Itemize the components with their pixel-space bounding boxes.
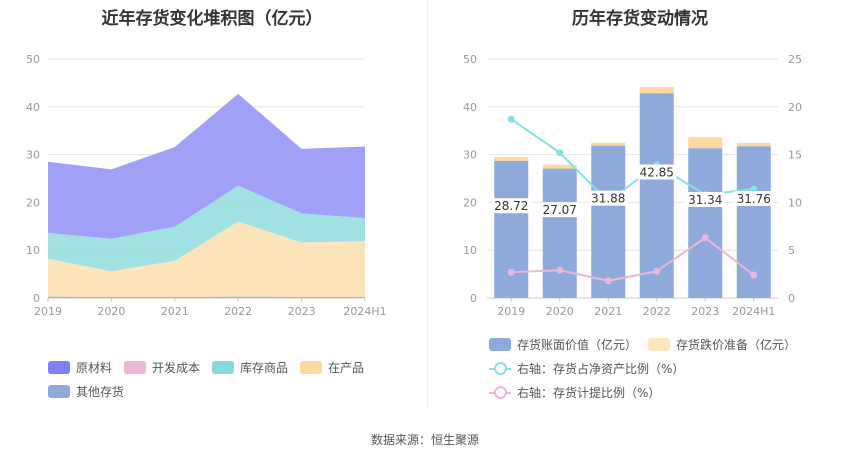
left-y-tick-label: 20 <box>26 196 40 209</box>
point-provision-ratio <box>507 268 515 276</box>
data-label-bg <box>734 190 774 206</box>
chart-divider <box>427 0 428 410</box>
point-provision-ratio <box>750 271 758 279</box>
bar-data-label: 31.76 <box>737 192 771 206</box>
data-label-bg <box>588 190 628 206</box>
data-label-bg <box>637 164 677 180</box>
bar-book-value <box>688 148 723 298</box>
legend-item-dev-cost[interactable]: 开发成本 <box>124 359 200 376</box>
legend-item-raw-materials[interactable]: 原材料 <box>48 359 112 376</box>
left-x-tick-label: 2021 <box>161 305 189 318</box>
area-series <box>48 296 365 298</box>
right-x-tick-label: 2020 <box>546 305 574 318</box>
point-inventory-ratio <box>507 115 515 123</box>
legend-swatch <box>48 385 70 398</box>
legend-item-book-value[interactable]: 存货账面价值（亿元） <box>489 336 637 353</box>
legend-swatch <box>212 361 234 374</box>
bar-book-value <box>542 168 577 298</box>
right-x-tick-label: 2021 <box>594 305 622 318</box>
left-y-tick-label: 0 <box>33 292 40 305</box>
legend-item-other[interactable]: 其他存货 <box>48 383 124 400</box>
data-label-bg <box>685 191 725 207</box>
bar-impairment <box>494 156 529 161</box>
legend-swatch <box>648 338 670 351</box>
right-x-tick-label: 2019 <box>497 305 525 318</box>
left-chart-title: 近年存货变化堆积图（亿元） <box>101 9 323 29</box>
area-series <box>48 221 365 298</box>
area-series <box>48 93 365 239</box>
point-provision-ratio <box>653 267 661 275</box>
bar-book-value <box>494 160 529 298</box>
legend-swatch <box>300 361 322 374</box>
area-series <box>48 185 365 272</box>
legend-item-wip[interactable]: 在产品 <box>300 359 364 376</box>
bar-impairment <box>688 137 723 149</box>
bar-data-label: 28.72 <box>494 199 528 213</box>
left-y-tick-label: 50 <box>26 53 40 66</box>
right-y2-tick-label: 0 <box>788 292 795 305</box>
left-x-tick-label: 2020 <box>97 305 125 318</box>
bar-impairment <box>591 142 626 146</box>
left-y-tick-label: 30 <box>26 149 40 162</box>
bar-book-value <box>639 93 674 298</box>
right-y2-tick-label: 10 <box>788 196 802 209</box>
legend-swatch <box>489 338 511 351</box>
legend-swatch <box>48 361 70 374</box>
right-y-tick-label: 20 <box>463 196 477 209</box>
right-y2-tick-label: 5 <box>788 244 795 257</box>
right-x-tick-label: 2024H1 <box>732 305 775 318</box>
data-source: 数据来源：恒生聚源 <box>370 433 479 447</box>
right-y-tick-label: 40 <box>463 101 477 114</box>
legend-label: 右轴：存货占净资产比例（%） <box>517 362 685 376</box>
right-y2-tick-label: 15 <box>788 149 802 162</box>
bar-data-label: 27.07 <box>543 203 577 217</box>
right-x-tick-label: 2023 <box>691 305 719 318</box>
bar-impairment <box>542 164 577 169</box>
right-chart-title: 历年存货变动情况 <box>572 9 708 29</box>
legend-label: 存货账面价值（亿元） <box>517 338 638 352</box>
point-provision-ratio <box>604 277 612 285</box>
right-y-tick-label: 0 <box>470 292 477 305</box>
left-y-tick-label: 40 <box>26 101 40 114</box>
right-y2-tick-label: 20 <box>788 101 802 114</box>
right-x-tick-label: 2022 <box>643 305 671 318</box>
legend-line-swatch <box>489 362 511 375</box>
legend-item-impairment[interactable]: 存货跌价准备（亿元） <box>648 336 796 353</box>
legend-swatch <box>124 361 146 374</box>
point-provision-ratio <box>701 234 709 242</box>
point-inventory-ratio <box>556 149 564 157</box>
legend-label: 右轴：存货计提比例（%） <box>517 386 661 400</box>
left-x-tick-label: 2019 <box>34 305 62 318</box>
legend-label: 其他存货 <box>76 385 125 399</box>
left-y-tick-label: 10 <box>26 244 40 257</box>
right-y-tick-label: 50 <box>463 53 477 66</box>
legend-item-provision-ratio[interactable]: 右轴：存货计提比例（%） <box>489 384 660 401</box>
point-provision-ratio <box>556 266 564 274</box>
left-x-tick-label: 2024H1 <box>343 305 386 318</box>
legend-label: 原材料 <box>76 361 113 375</box>
legend-item-goods[interactable]: 库存商品 <box>212 359 288 376</box>
legend-label: 库存商品 <box>240 361 289 375</box>
right-y-tick-label: 10 <box>463 244 477 257</box>
left-x-tick-label: 2023 <box>288 305 316 318</box>
bar-impairment <box>639 86 674 94</box>
bar-impairment <box>736 142 771 147</box>
bar-data-label: 31.88 <box>591 192 625 206</box>
bar-data-label: 42.85 <box>640 165 674 179</box>
line-provision-ratio <box>511 236 755 282</box>
right-y-tick-label: 30 <box>463 149 477 162</box>
bar-data-label: 31.34 <box>688 193 722 207</box>
data-label-bg <box>491 198 531 214</box>
legend-item-inventory-ratio[interactable]: 右轴：存货占净资产比例（%） <box>489 360 684 377</box>
legend-line-swatch <box>489 386 511 399</box>
data-label-bg <box>540 202 580 218</box>
legend-label: 存货跌价准备（亿元） <box>676 338 797 352</box>
legend-label: 开发成本 <box>152 361 201 375</box>
legend-label: 在产品 <box>328 361 365 375</box>
left-x-tick-label: 2022 <box>224 305 252 318</box>
right-y2-tick-label: 25 <box>788 53 802 66</box>
bar-book-value <box>591 145 626 298</box>
